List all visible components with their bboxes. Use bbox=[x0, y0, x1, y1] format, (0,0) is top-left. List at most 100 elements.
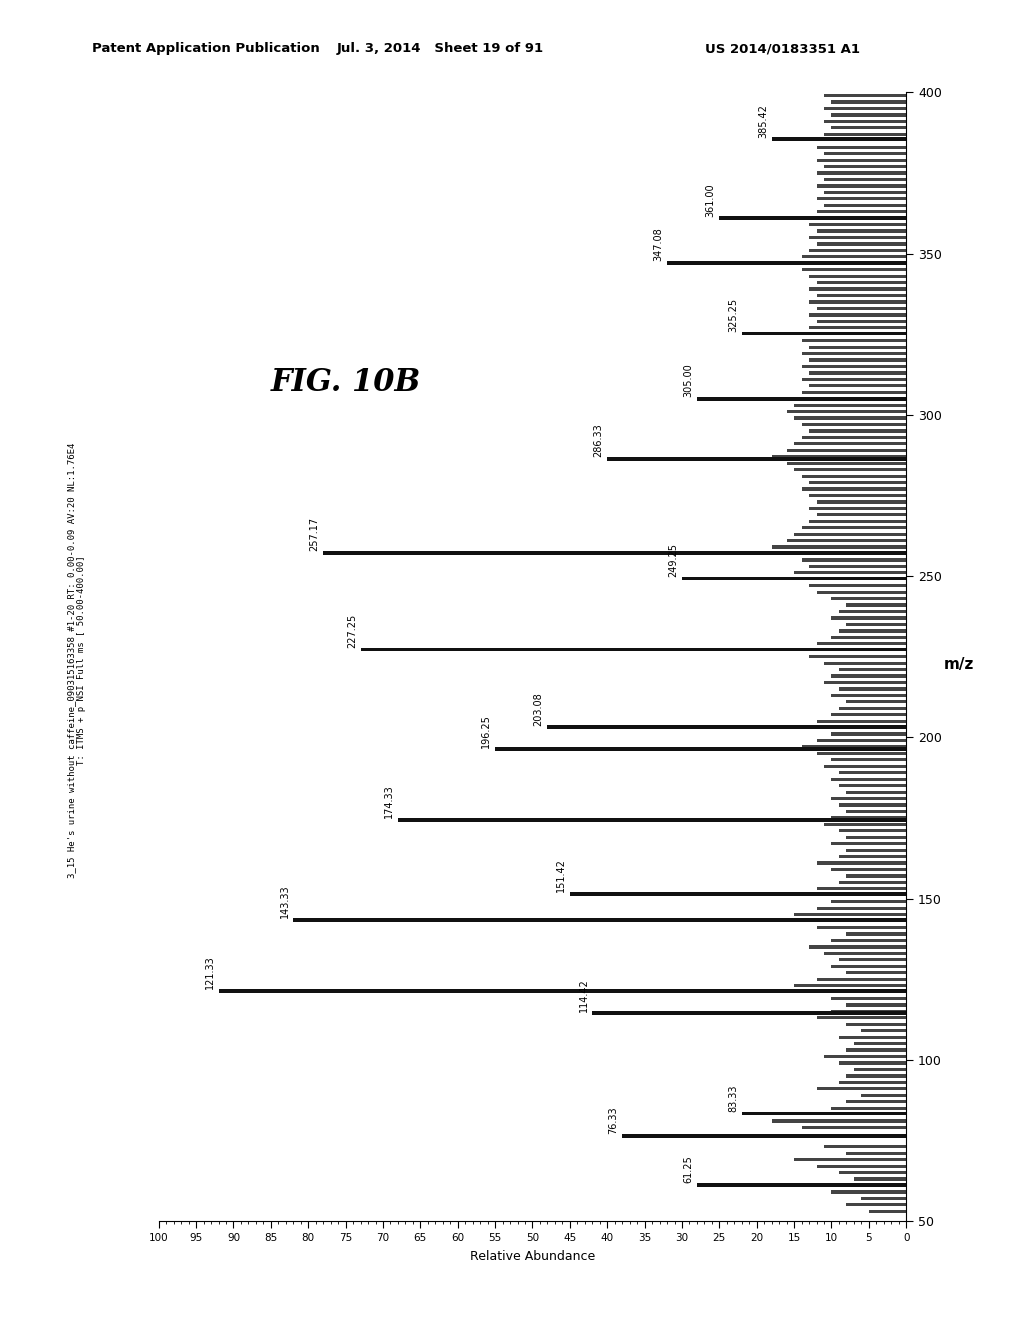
Bar bbox=[816, 306, 906, 310]
Bar bbox=[816, 862, 906, 865]
Text: Jul. 3, 2014   Sheet 19 of 91: Jul. 3, 2014 Sheet 19 of 91 bbox=[337, 42, 544, 55]
Bar bbox=[854, 1041, 906, 1045]
Bar bbox=[772, 137, 906, 141]
Bar bbox=[809, 655, 906, 659]
Bar bbox=[697, 397, 906, 401]
Bar bbox=[697, 1183, 906, 1187]
Bar bbox=[839, 804, 906, 807]
Bar bbox=[816, 513, 906, 516]
Bar bbox=[324, 550, 906, 554]
Text: 151.42: 151.42 bbox=[556, 858, 566, 892]
Bar bbox=[847, 849, 906, 851]
Bar bbox=[824, 1055, 906, 1059]
Bar bbox=[839, 610, 906, 614]
Bar bbox=[816, 158, 906, 162]
Bar bbox=[839, 771, 906, 775]
Bar bbox=[847, 791, 906, 793]
Bar bbox=[847, 1048, 906, 1052]
Bar bbox=[824, 133, 906, 136]
Bar bbox=[816, 739, 906, 742]
Bar bbox=[847, 1074, 906, 1077]
Bar bbox=[839, 1036, 906, 1039]
Bar bbox=[824, 203, 906, 207]
Bar bbox=[816, 1088, 906, 1090]
Bar bbox=[719, 216, 906, 220]
Bar bbox=[398, 818, 906, 822]
Bar bbox=[682, 577, 906, 581]
Bar bbox=[809, 384, 906, 388]
Bar bbox=[592, 1011, 906, 1015]
Bar bbox=[809, 248, 906, 252]
Bar bbox=[816, 643, 906, 645]
Bar bbox=[839, 688, 906, 690]
Bar bbox=[847, 700, 906, 704]
Bar bbox=[802, 268, 906, 272]
Bar bbox=[802, 255, 906, 259]
Bar bbox=[802, 436, 906, 440]
Bar bbox=[809, 346, 906, 348]
Bar bbox=[795, 1158, 906, 1162]
Bar bbox=[861, 1030, 906, 1032]
Bar bbox=[839, 630, 906, 632]
Bar bbox=[816, 978, 906, 981]
Text: 114.42: 114.42 bbox=[579, 978, 589, 1011]
Bar bbox=[831, 758, 906, 762]
Bar bbox=[847, 810, 906, 813]
Bar bbox=[360, 648, 906, 651]
Bar bbox=[809, 313, 906, 317]
Bar bbox=[839, 958, 906, 961]
Bar bbox=[809, 507, 906, 510]
Bar bbox=[772, 1119, 906, 1122]
Bar bbox=[839, 668, 906, 671]
Bar bbox=[839, 880, 906, 884]
Bar bbox=[831, 1106, 906, 1110]
Bar bbox=[816, 197, 906, 201]
Text: 83.33: 83.33 bbox=[728, 1085, 738, 1111]
Bar bbox=[831, 713, 906, 717]
Bar bbox=[816, 319, 906, 323]
Bar bbox=[802, 746, 906, 748]
Bar bbox=[809, 520, 906, 523]
Text: 143.33: 143.33 bbox=[280, 884, 290, 919]
Bar bbox=[839, 1171, 906, 1175]
Bar bbox=[809, 236, 906, 239]
Bar bbox=[831, 114, 906, 116]
Text: 305.00: 305.00 bbox=[683, 363, 693, 397]
Bar bbox=[218, 989, 906, 993]
Bar bbox=[786, 449, 906, 451]
Bar bbox=[802, 527, 906, 529]
Bar bbox=[824, 681, 906, 684]
Bar bbox=[847, 972, 906, 974]
Bar bbox=[809, 288, 906, 290]
Bar bbox=[824, 764, 906, 768]
Bar bbox=[809, 359, 906, 362]
Bar bbox=[839, 1081, 906, 1084]
Bar bbox=[824, 165, 906, 168]
Bar bbox=[795, 532, 906, 536]
Text: 174.33: 174.33 bbox=[384, 784, 394, 818]
Bar bbox=[496, 747, 906, 751]
Bar bbox=[772, 455, 906, 458]
Bar bbox=[854, 1068, 906, 1071]
Bar bbox=[824, 94, 906, 98]
Bar bbox=[816, 887, 906, 891]
Bar bbox=[809, 565, 906, 568]
Bar bbox=[831, 869, 906, 871]
Bar bbox=[607, 457, 906, 461]
Bar bbox=[831, 636, 906, 639]
Bar bbox=[795, 469, 906, 471]
Bar bbox=[802, 1126, 906, 1129]
Bar bbox=[839, 855, 906, 858]
Bar bbox=[802, 487, 906, 491]
Bar bbox=[795, 417, 906, 420]
Bar bbox=[824, 822, 906, 826]
Bar bbox=[831, 842, 906, 845]
Bar bbox=[847, 874, 906, 878]
Bar bbox=[839, 1061, 906, 1065]
Bar bbox=[809, 301, 906, 304]
Bar bbox=[809, 480, 906, 484]
Bar bbox=[816, 500, 906, 503]
Bar bbox=[831, 100, 906, 104]
Text: 325.25: 325.25 bbox=[728, 298, 738, 331]
Bar bbox=[831, 797, 906, 800]
